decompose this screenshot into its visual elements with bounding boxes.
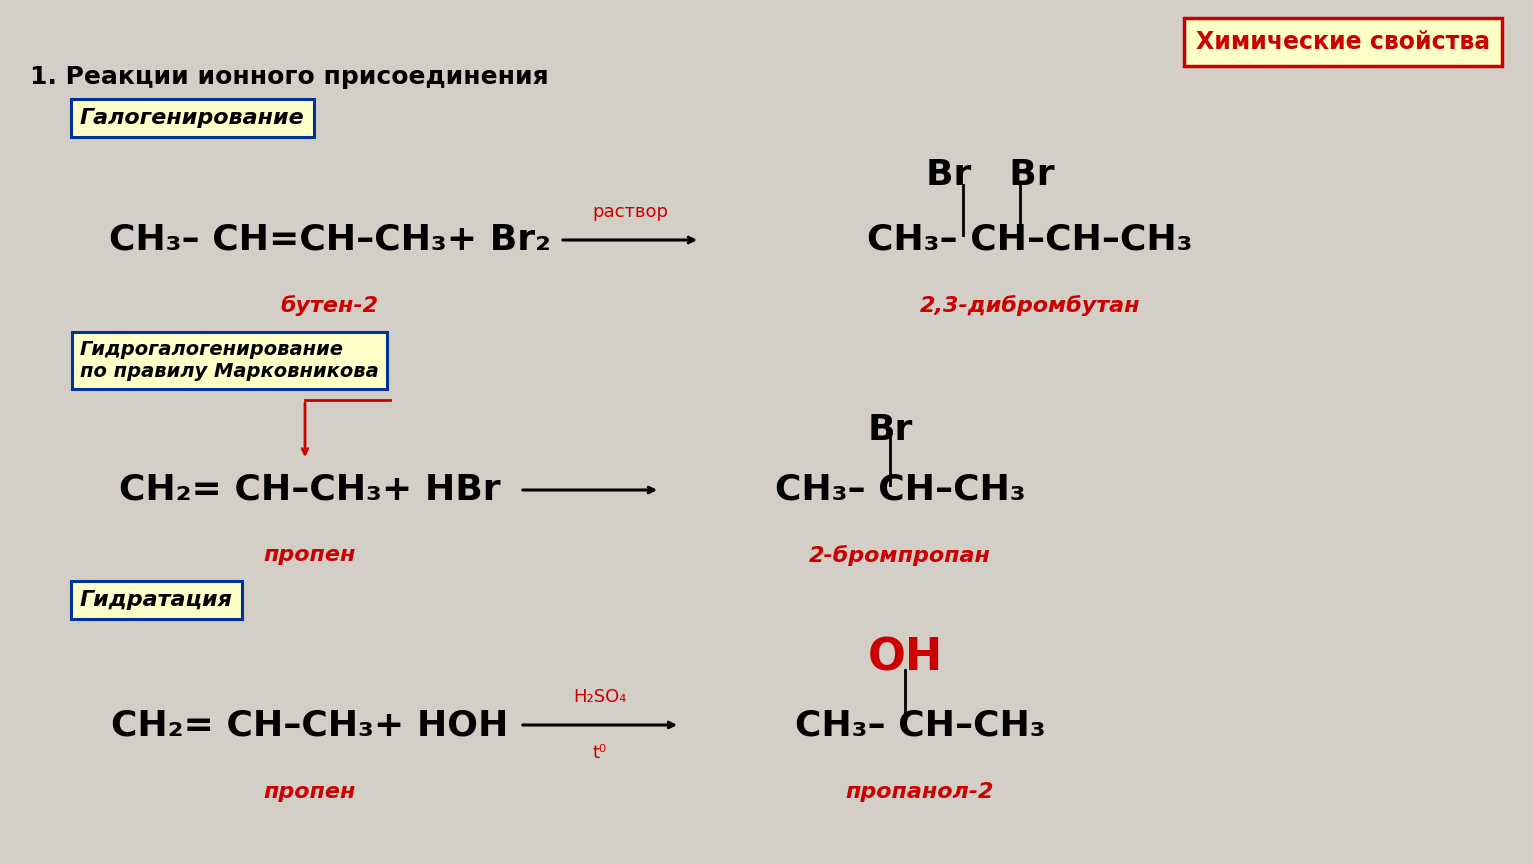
Text: CH₃– CH–CH₃: CH₃– CH–CH₃ [794,708,1046,742]
Text: CH₂= CH–CH₃+ HOH: CH₂= CH–CH₃+ HOH [112,708,509,742]
Text: пропен: пропен [264,782,356,802]
Text: пропанол-2: пропанол-2 [846,782,995,802]
Text: Галогенирование: Галогенирование [80,108,305,128]
Text: OH: OH [868,637,943,679]
Text: 2,3-дибромбутан: 2,3-дибромбутан [920,295,1141,316]
Text: пропен: пропен [264,545,356,565]
Text: Химические свойства: Химические свойства [1196,30,1490,54]
Text: CH₃– CH–CH–CH₃: CH₃– CH–CH–CH₃ [868,223,1193,257]
Text: t⁰: t⁰ [593,744,607,762]
Text: раствор: раствор [592,203,668,221]
Text: Гидрогалогенирование
по правилу Марковникова: Гидрогалогенирование по правилу Марковни… [80,340,379,381]
Text: Br   Br: Br Br [926,158,1055,192]
Text: бутен-2: бутен-2 [281,295,379,316]
Text: 2-бромпропан: 2-бромпропан [809,545,990,566]
Text: 1. Реакции ионного присоединения: 1. Реакции ионного присоединения [31,65,549,89]
Text: CH₃– CH–CH₃: CH₃– CH–CH₃ [774,473,1026,507]
Text: Br: Br [868,413,912,447]
Text: H₂SO₄: H₂SO₄ [573,688,627,706]
Text: CH₃– CH=CH–CH₃+ Br₂: CH₃– CH=CH–CH₃+ Br₂ [109,223,550,257]
Text: CH₂= CH–CH₃+ HBr: CH₂= CH–CH₃+ HBr [120,473,501,507]
Text: Гидратация: Гидратация [80,590,233,610]
